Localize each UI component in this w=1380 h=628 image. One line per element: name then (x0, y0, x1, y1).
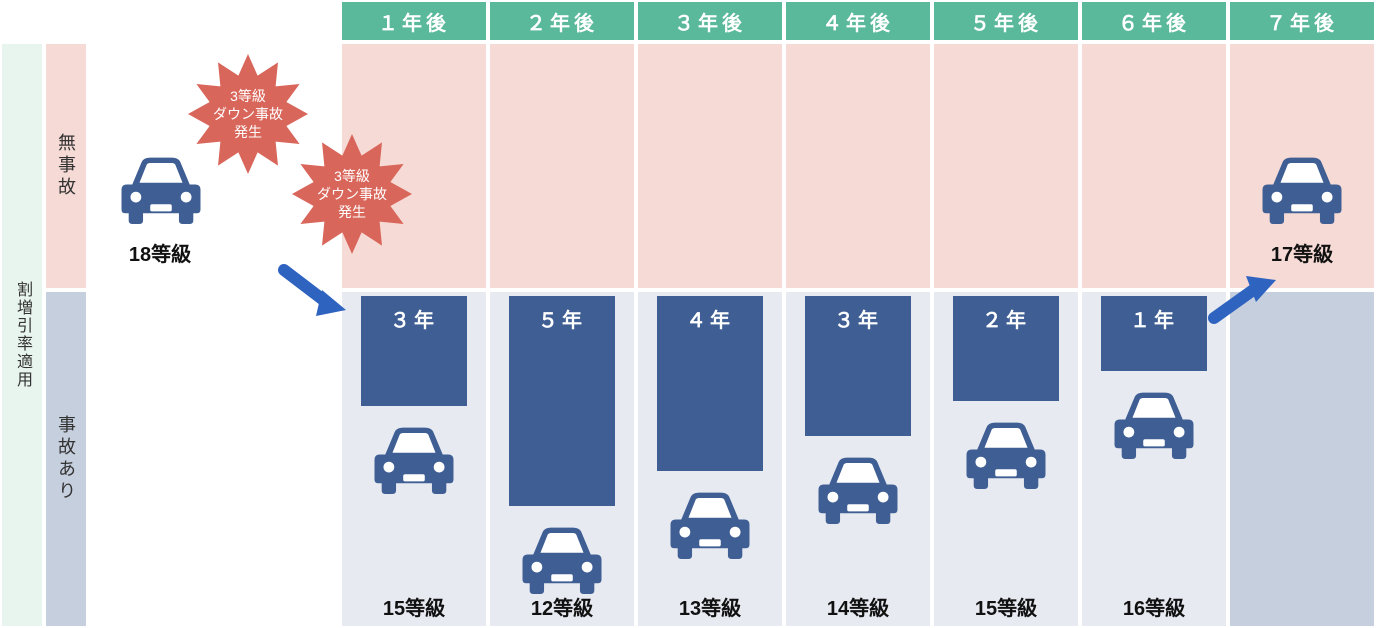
car-icon (1109, 389, 1199, 459)
cell-initial-bottom (88, 290, 340, 628)
car-icon (369, 424, 459, 494)
year-header: ５年後 (932, 0, 1080, 42)
cell-top (932, 42, 1080, 290)
year-header: ７年後 (1228, 0, 1376, 42)
year-grade: 15等級 (946, 592, 1066, 621)
year-grade: 14等級 (798, 592, 918, 621)
accident-burst-icon: 3等級ダウン事故発生 (188, 54, 308, 174)
year-grade: 16等級 (1094, 592, 1214, 621)
cell-top (488, 42, 636, 290)
year-header: ３年後 (636, 0, 784, 42)
initial-grade: 18等級 (100, 238, 220, 267)
year-grade: 15等級 (354, 592, 474, 621)
year-header: ６年後 (1080, 0, 1228, 42)
cell-bottom (1228, 290, 1376, 628)
year-bar: ２年 (953, 296, 1059, 401)
cell-top (636, 42, 784, 290)
year-header: ２年後 (488, 0, 636, 42)
car-icon (961, 419, 1051, 489)
row-label-no-accident: 無事故 (44, 42, 88, 290)
year-grade: 12等級 (502, 592, 622, 621)
final-grade: 17等級 (1242, 238, 1362, 267)
cell-top (1080, 42, 1228, 290)
year-bar: １年 (1101, 296, 1207, 371)
year-bar: ３年 (805, 296, 911, 436)
accident-burst-icon: 3等級ダウン事故発生 (292, 134, 412, 254)
car-icon (1257, 154, 1347, 224)
year-bar: ３年 (361, 296, 467, 406)
car-icon (813, 454, 903, 524)
row-label-accident: 事故あり (44, 290, 88, 628)
year-header: １年後 (340, 0, 488, 42)
year-bar: ５年 (509, 296, 615, 506)
arrow-down-icon (278, 264, 350, 318)
year-bar: ４年 (657, 296, 763, 471)
year-grade: 13等級 (650, 592, 770, 621)
year-header: ４年後 (784, 0, 932, 42)
arrow-up-icon (1206, 272, 1278, 326)
left-axis-label: 割増引率適用 (0, 42, 44, 628)
car-icon (517, 524, 607, 594)
car-icon (665, 489, 755, 559)
cell-top (784, 42, 932, 290)
